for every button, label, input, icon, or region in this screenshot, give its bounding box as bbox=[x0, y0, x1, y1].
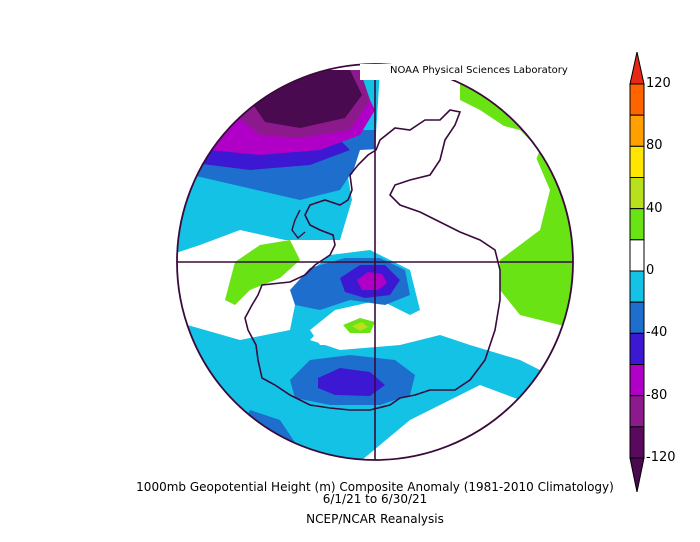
legend-swatch bbox=[629, 301, 645, 334]
legend-swatch bbox=[629, 114, 645, 147]
legend-swatch bbox=[629, 270, 645, 303]
legend-swatch bbox=[629, 83, 645, 116]
legend-swatch bbox=[629, 395, 645, 428]
legend-swatch bbox=[629, 208, 645, 241]
green-region-west bbox=[225, 240, 300, 305]
white-region-east-inner bbox=[475, 120, 540, 180]
legend-swatch bbox=[629, 426, 645, 459]
color-legend bbox=[629, 52, 645, 492]
legend-swatch bbox=[629, 177, 645, 210]
caption-source: NCEP/NCAR Reanalysis bbox=[306, 512, 444, 526]
credit-label: NOAA Physical Sciences Laboratory bbox=[390, 65, 568, 76]
magenta-region-center bbox=[357, 272, 387, 290]
white-region-north bbox=[352, 148, 470, 262]
legend-arrow-high bbox=[629, 52, 645, 85]
legend-swatch bbox=[629, 239, 645, 272]
legend-tick-label: 80 bbox=[646, 138, 663, 154]
legend-tick-label: -120 bbox=[646, 450, 676, 465]
blue-violet-region-south bbox=[318, 368, 385, 396]
caption-title: 1000mb Geopotential Height (m) Composite… bbox=[136, 480, 614, 494]
caption-date-range: 6/1/21 to 6/30/21 bbox=[322, 492, 428, 506]
yellow-green-region-inner bbox=[352, 322, 368, 331]
antarctica-coastline bbox=[244, 109, 501, 411]
legend-tick-label: 120 bbox=[646, 76, 671, 91]
credit-box: NOAA Physical Sciences Laboratory bbox=[360, 64, 570, 80]
legend-arrow-low bbox=[629, 457, 645, 492]
legend-tick-label: 0 bbox=[646, 263, 655, 278]
legend-swatch bbox=[629, 332, 645, 366]
peninsula-outline bbox=[291, 209, 306, 240]
legend-swatch bbox=[629, 145, 645, 179]
legend-tick-label: 40 bbox=[646, 200, 663, 216]
legend-swatch bbox=[629, 364, 645, 397]
legend-tick-label: -40 bbox=[646, 325, 668, 341]
legend-tick-label: -80 bbox=[646, 387, 668, 403]
